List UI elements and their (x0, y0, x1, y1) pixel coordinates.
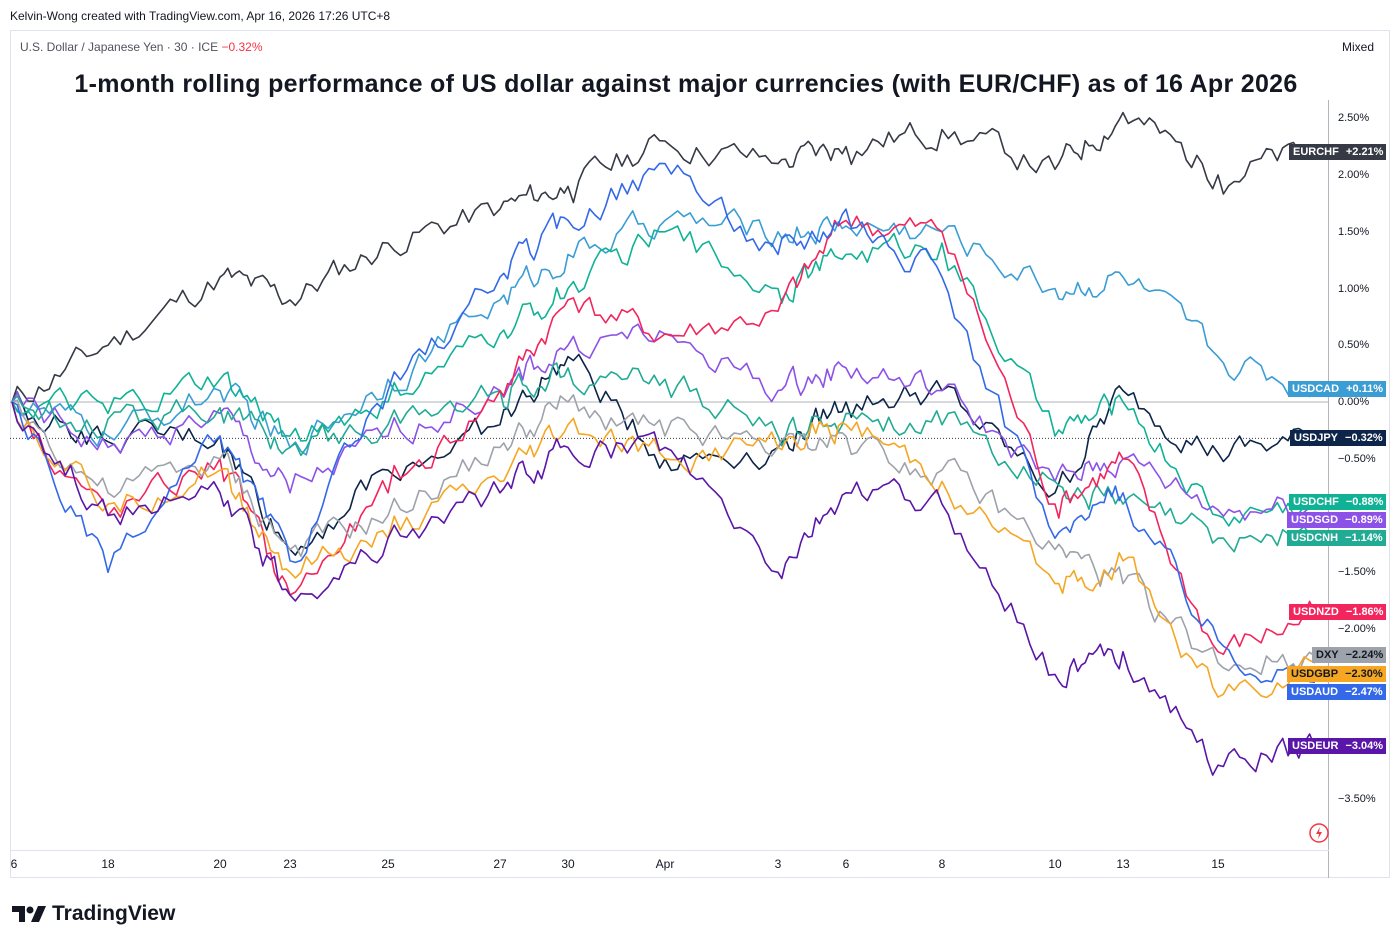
x-tick-label: 23 (283, 857, 297, 871)
x-tick-label: 6 (10, 857, 18, 871)
x-tick-label: 15 (1211, 857, 1225, 871)
price-tag-eurchf[interactable]: EURCHF +2.21% (1289, 144, 1387, 160)
price-tag-value: −3.04% (1342, 738, 1387, 754)
price-tag-name: USDAUD (1287, 684, 1343, 700)
series-line-usdchf[interactable] (11, 225, 1316, 527)
price-tag-name: USDEUR (1288, 738, 1343, 754)
price-tag-usdeur[interactable]: USDEUR −3.04% (1288, 738, 1387, 754)
price-tag-dxy[interactable]: DXY −2.24% (1312, 647, 1387, 663)
price-tag-value: −2.24% (1342, 647, 1387, 663)
price-tag-usdnzd[interactable]: USDNZD −1.86% (1289, 604, 1387, 620)
series-line-usdgbp[interactable] (11, 401, 1316, 699)
price-tag-usdjpy[interactable]: USDJPY −0.32% (1290, 430, 1386, 446)
scale-mode-button[interactable]: Mixed (1342, 40, 1375, 54)
attribution-text: Kelvin-Wong created with TradingView.com… (10, 9, 391, 23)
x-tick-label: 18 (101, 857, 115, 871)
price-tag-value: −2.47% (1342, 684, 1386, 700)
price-tag-name: USDJPY (1290, 430, 1343, 446)
y-tick-label: −0.50% (1338, 452, 1376, 465)
chart-frame (10, 30, 1390, 878)
x-tick-label: 6 (842, 857, 850, 871)
lightning-icon[interactable] (1308, 822, 1330, 844)
price-tag-value: −0.88% (1342, 494, 1387, 510)
price-tag-value: −0.32% (1342, 430, 1386, 446)
price-axis[interactable] (1328, 100, 1391, 878)
price-tag-name: USDNZD (1289, 604, 1343, 620)
price-tag-name: DXY (1312, 647, 1343, 663)
price-tag-name: USDSGD (1287, 512, 1343, 528)
x-tick-label: Apr (655, 857, 675, 871)
price-tag-usdchf[interactable]: USDCHF −0.88% (1289, 494, 1387, 510)
y-tick-label: 0.50% (1338, 339, 1370, 352)
y-tick-label: 0.00% (1338, 396, 1370, 408)
y-tick-label: 1.00% (1338, 282, 1370, 295)
symbol-legend-change: −0.32% (221, 40, 263, 54)
price-tag-name: USDCNH (1287, 530, 1343, 546)
series-line-usdsgd[interactable] (11, 323, 1316, 525)
series-line-usdnzd[interactable] (11, 215, 1316, 656)
price-tag-value: −0.89% (1342, 512, 1386, 528)
series-line-usdaud[interactable] (11, 162, 1316, 684)
y-tick-label: 1.50% (1338, 225, 1370, 238)
x-tick-label: 10 (1048, 857, 1062, 871)
chart-title: 1-month rolling performance of US dollar… (74, 70, 1298, 98)
series-line-usdeur[interactable] (11, 401, 1316, 776)
y-tick-label: 2.50% (1338, 112, 1370, 125)
x-tick-label: 20 (213, 857, 227, 871)
tradingview-logo-icon (12, 906, 46, 922)
price-tag-value: +0.11% (1343, 381, 1387, 397)
y-tick-label: −1.50% (1338, 566, 1376, 579)
tradingview-logo-text: TradingView (52, 902, 176, 925)
price-tag-name: EURCHF (1289, 144, 1343, 160)
tradingview-logo[interactable]: TradingView (12, 902, 175, 926)
price-tag-value: −2.30% (1342, 666, 1386, 682)
y-tick-label: 2.00% (1338, 169, 1370, 181)
price-tag-name: USDGBP (1287, 666, 1343, 682)
x-tick-label: 3 (774, 857, 782, 871)
price-tag-usdcnh[interactable]: USDCNH −1.14% (1287, 530, 1386, 546)
series-line-usdcad[interactable] (11, 208, 1316, 456)
x-tick-label: 8 (938, 857, 946, 871)
symbol-legend[interactable]: U.S. Dollar / Japanese Yen · 30 · ICE −0… (20, 40, 263, 54)
y-tick-label: −3.50% (1338, 793, 1376, 806)
price-tag-value: −1.86% (1342, 604, 1387, 620)
price-tag-usdsgd[interactable]: USDSGD −0.89% (1287, 512, 1386, 528)
price-tag-usdgbp[interactable]: USDGBP −2.30% (1287, 666, 1386, 682)
time-axis-line (10, 850, 1329, 851)
price-tag-name: USDCAD (1288, 381, 1344, 397)
series-line-dxy[interactable] (11, 394, 1316, 676)
price-tag-value: +2.21% (1342, 144, 1387, 160)
x-tick-label: 30 (561, 857, 575, 871)
price-tag-usdaud[interactable]: USDAUD −2.47% (1287, 684, 1386, 700)
x-tick-label: 27 (493, 857, 507, 871)
price-tag-value: −1.14% (1342, 530, 1386, 546)
x-tick-label: 25 (381, 857, 395, 871)
series-line-usdjpy[interactable] (11, 353, 1316, 556)
series-line-eurchf[interactable] (11, 111, 1316, 403)
x-tick-label: 13 (1116, 857, 1130, 871)
y-tick-label: −2.00% (1338, 623, 1376, 635)
symbol-legend-label: U.S. Dollar / Japanese Yen · 30 · ICE (20, 40, 219, 54)
price-tag-usdcad[interactable]: USDCAD +0.11% (1288, 381, 1387, 397)
price-tag-name: USDCHF (1289, 494, 1343, 510)
series-line-usdcnh[interactable] (11, 362, 1316, 553)
